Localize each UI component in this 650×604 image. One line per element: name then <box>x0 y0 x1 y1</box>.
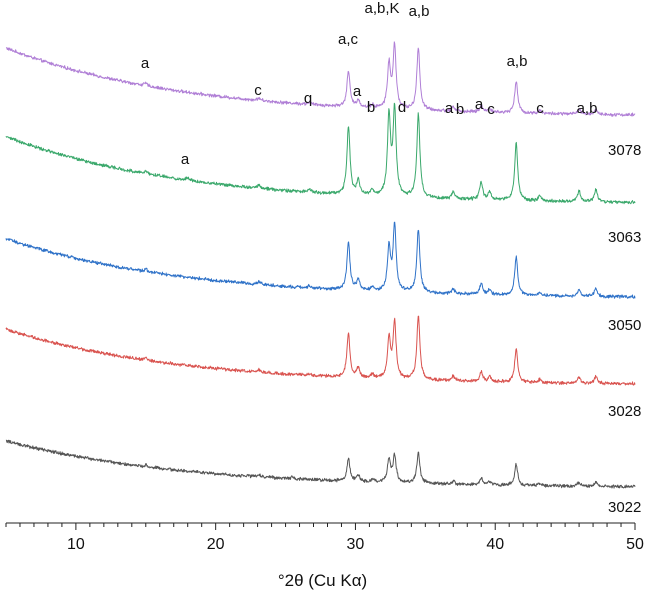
series-labels-group: 3078 3063 3050 3028 3022 <box>608 142 641 516</box>
peak-annotation: a <box>445 100 454 117</box>
peak-annotation: a,b <box>577 100 598 117</box>
peak-annotation: a <box>181 151 190 168</box>
series-line-3078 <box>5 41 636 117</box>
peak-annotation: a <box>141 55 150 72</box>
peak-annotation: a,b <box>507 53 528 70</box>
x-axis-group: 10 20 30 40 50 °2θ (Cu Kα) <box>5 522 644 590</box>
peak-annotation: a,b <box>409 3 430 20</box>
peak-annotation: d <box>398 99 406 116</box>
peak-annotation: q <box>304 90 312 107</box>
x-tick-label: 10 <box>67 536 85 553</box>
series-label-3063: 3063 <box>608 229 641 246</box>
series-label-3078: 3078 <box>608 142 641 159</box>
peak-annotation: a,c <box>338 31 359 48</box>
peak-annotation: a,b,K <box>364 0 399 17</box>
peak-annotation: b <box>367 99 375 116</box>
series-line-3022 <box>5 439 636 489</box>
x-tick-label: 30 <box>347 536 365 553</box>
x-tick-label: 50 <box>626 536 644 553</box>
series-line-3063 <box>5 102 636 205</box>
series-line-3050 <box>5 221 636 299</box>
series-line-3028 <box>5 315 636 386</box>
peak-annotation: c <box>487 101 495 118</box>
peak-annotation: b <box>456 101 464 118</box>
peak-annotation: a <box>353 83 362 100</box>
series-group <box>5 41 636 489</box>
x-tick-label: 40 <box>486 536 504 553</box>
series-label-3028: 3028 <box>608 403 641 420</box>
series-label-3022: 3022 <box>608 499 641 516</box>
peak-annotation: c <box>254 82 262 99</box>
x-axis-title: °2θ (Cu Kα) <box>278 571 367 590</box>
x-tick-label: 20 <box>207 536 225 553</box>
peak-annotation: c <box>536 100 544 117</box>
peak-annotation: a <box>475 96 484 113</box>
series-label-3050: 3050 <box>608 317 641 334</box>
